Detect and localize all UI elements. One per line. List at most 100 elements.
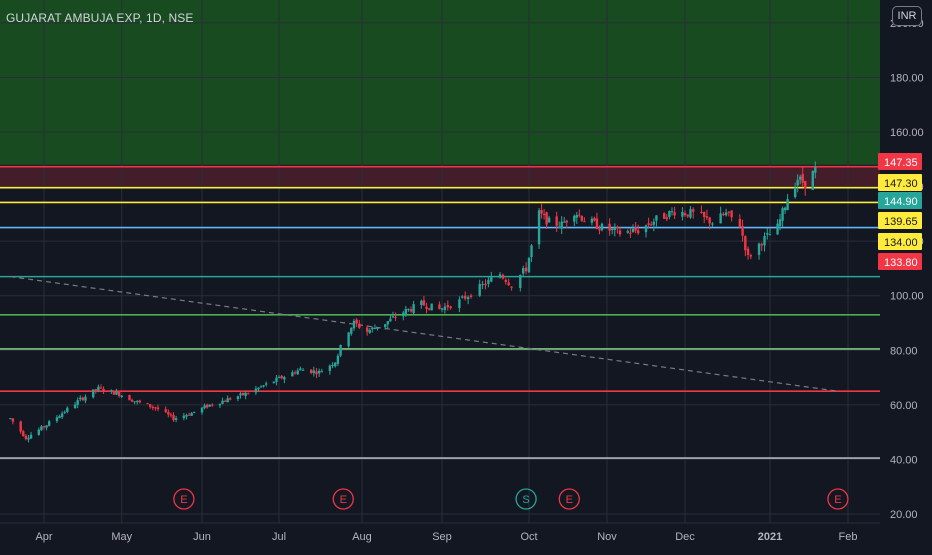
candle-body: [464, 295, 467, 299]
candle: [128, 394, 131, 401]
candle: [226, 395, 229, 403]
candle: [280, 374, 283, 380]
zone-1: [0, 166, 880, 188]
candle: [449, 305, 452, 310]
candle: [133, 401, 136, 405]
candle-body: [347, 332, 350, 347]
candle-body: [24, 435, 28, 439]
candle-body: [301, 369, 305, 371]
candle: [749, 253, 753, 260]
earnings-event-marker[interactable]: E: [173, 488, 195, 510]
candle: [347, 331, 350, 348]
candle-body: [358, 323, 361, 328]
candle: [650, 221, 653, 226]
candle-body: [504, 279, 507, 282]
candle: [422, 295, 426, 306]
candle: [760, 242, 763, 251]
candle-body: [76, 400, 79, 405]
candle-body: [47, 421, 51, 426]
candle: [504, 278, 507, 285]
candle: [97, 384, 100, 393]
candle-body: [154, 407, 157, 409]
candle-body: [22, 431, 25, 437]
candle: [81, 396, 85, 402]
candle: [595, 212, 599, 230]
candle: [291, 370, 294, 377]
candle: [84, 394, 87, 404]
event-label: S: [522, 494, 529, 506]
candle-body: [115, 391, 118, 395]
time-tick-label: Apr: [35, 531, 52, 543]
candle-body: [466, 297, 470, 300]
earnings-event-marker[interactable]: E: [332, 488, 354, 510]
candle: [352, 318, 356, 331]
candle: [686, 214, 689, 218]
earnings-event-marker[interactable]: E: [827, 488, 849, 510]
candle: [692, 207, 695, 219]
candle: [328, 364, 332, 375]
price-axis: 20.0040.0060.0080.00100.00120.00140.0016…: [880, 0, 932, 550]
candle-body: [575, 214, 579, 218]
candle: [580, 215, 584, 223]
candle: [796, 174, 799, 193]
candle-body: [339, 344, 342, 356]
candle-body: [29, 434, 33, 439]
candle-body: [458, 299, 461, 309]
candle-body: [259, 386, 263, 388]
symbol-title: GUJARAT AMBUJA EXP, 1D, NSE: [6, 11, 194, 25]
candle-body: [272, 381, 276, 384]
candle: [613, 223, 616, 237]
candle: [652, 218, 655, 232]
candle: [618, 226, 622, 237]
candle: [631, 224, 635, 233]
time-axis: Apr May Jun Jul Aug Sep Oct Nov Dec 2021 Feb: [0, 522, 932, 550]
candle-body: [412, 304, 415, 314]
candle-body: [722, 213, 725, 216]
candle-body: [386, 321, 390, 325]
candle: [136, 399, 139, 405]
currency-badge[interactable]: INR: [892, 6, 922, 26]
candle: [272, 381, 276, 384]
candle: [117, 390, 121, 398]
candle-body: [711, 223, 714, 225]
split-event-marker[interactable]: S: [515, 488, 537, 510]
earnings-event-marker[interactable]: E: [558, 488, 580, 510]
candle: [358, 319, 361, 330]
candle-body: [744, 236, 747, 251]
candle-body: [668, 211, 671, 217]
candle-body: [746, 248, 750, 255]
price-label-text: 144.90: [884, 196, 918, 208]
candle-body: [42, 426, 46, 428]
price-label: 144.90: [878, 192, 922, 209]
candle-body: [427, 308, 431, 310]
candle: [63, 410, 66, 414]
candle: [92, 389, 95, 399]
candle-body: [27, 437, 30, 440]
candle: [598, 225, 601, 235]
candle-body: [148, 404, 152, 407]
candle: [172, 412, 175, 422]
candle-body: [563, 221, 566, 223]
candle-body: [296, 370, 299, 375]
candle: [76, 397, 79, 409]
candle-body: [277, 376, 281, 378]
candle-body: [291, 372, 294, 377]
candle-body: [647, 223, 650, 225]
candle: [241, 392, 245, 396]
candle: [334, 362, 337, 368]
candle-body: [655, 215, 658, 221]
candle-body: [634, 227, 637, 231]
candle: [174, 415, 178, 423]
levels-layer: [0, 165, 880, 459]
candle-body: [793, 187, 797, 198]
candle-body: [244, 392, 247, 396]
event-label: E: [340, 494, 347, 506]
candle-body: [611, 228, 614, 230]
candle: [655, 215, 658, 227]
candle: [746, 246, 750, 260]
candle-body: [446, 305, 449, 308]
price-tick-label: 160.00: [890, 127, 924, 139]
